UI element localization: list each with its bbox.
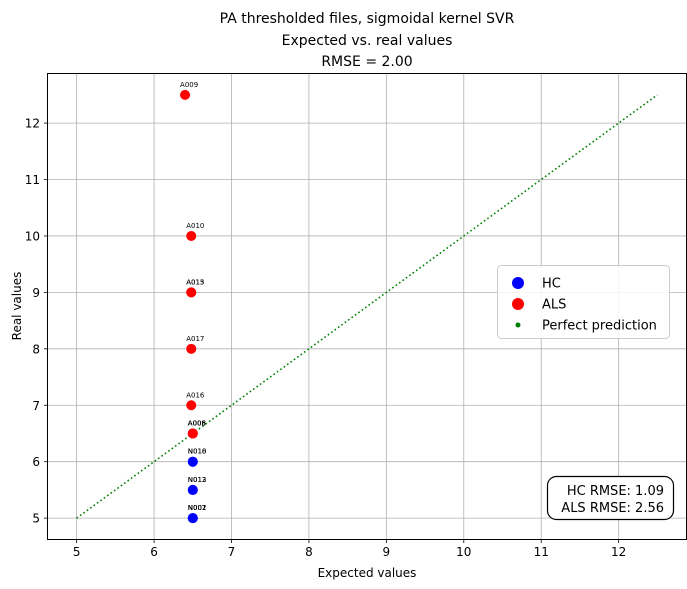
x-tick-label: 10: [456, 545, 471, 559]
points-layer: [180, 89, 198, 524]
als-rmse-text: ALS RMSE: 2.56: [561, 501, 664, 516]
y-tick-label: 11: [25, 173, 40, 187]
legend-marker-hc: [512, 277, 524, 289]
legend-label-als: ALS: [542, 298, 566, 313]
data-point-hc: [187, 513, 198, 524]
point-label: N012: [188, 476, 207, 484]
point-label: A006: [188, 419, 207, 427]
data-point-als: [186, 230, 197, 241]
x-tick-label: 6: [150, 545, 158, 559]
point-label: N013: [188, 476, 207, 484]
rmse-annotation-box: [546, 475, 675, 521]
y-axis-label: Real values: [10, 272, 24, 341]
chart-title-line-1: PA thresholded files, sigmoidal kernel S…: [220, 11, 515, 27]
chart-title-line-3: RMSE = 2.00: [321, 54, 412, 70]
point-label: A010: [186, 222, 204, 230]
rmse-annotation: HC RMSE: 1.09 ALS RMSE: 2.56: [546, 475, 675, 521]
y-tick-label: 10: [25, 229, 40, 243]
point-label: N002: [188, 504, 207, 512]
point-label: A013: [186, 278, 204, 286]
data-point-als: [180, 89, 191, 100]
chart-title-line-2: Expected vs. real values: [282, 33, 453, 49]
x-tick-label: 9: [383, 545, 391, 559]
x-tick-label: 5: [73, 545, 81, 559]
data-point-hc: [187, 456, 198, 467]
data-point-als: [186, 343, 197, 354]
y-tick-label: 8: [32, 342, 40, 356]
y-tick-label: 5: [32, 512, 40, 526]
legend-frame: [497, 265, 670, 339]
y-tick-label: 12: [25, 117, 40, 131]
legend-label-hc: HC: [542, 277, 561, 292]
x-axis-label: Expected values: [318, 566, 417, 580]
point-label: A009: [180, 81, 198, 89]
point-label: A008: [188, 419, 206, 427]
point-label: N001: [188, 504, 207, 512]
legend-label-perfect-prediction: Perfect prediction: [542, 319, 657, 334]
legend: HC ALS Perfect prediction: [497, 265, 670, 339]
legend-marker-perfect-prediction: [515, 322, 521, 328]
point-label: A015: [186, 278, 204, 286]
data-point-als: [186, 287, 197, 298]
x-tick-label: 8: [305, 545, 313, 559]
data-point-als: [186, 400, 197, 411]
point-label: N010: [188, 448, 207, 456]
y-tick-label: 7: [32, 399, 40, 413]
point-label: A017: [186, 335, 204, 343]
x-tick-label: 7: [228, 545, 236, 559]
hc-rmse-text: HC RMSE: 1.09: [567, 484, 664, 499]
point-label: N018: [188, 448, 207, 456]
point-label: A016: [186, 391, 205, 399]
point-label: A005: [188, 419, 206, 427]
legend-marker-als: [512, 298, 524, 310]
point-label: N007: [188, 504, 207, 512]
ticks-layer: 5 6 7 8 9 10 11 12 5 6 7 8 9 10 11 12: [25, 117, 627, 559]
data-point-hc: [187, 484, 198, 495]
x-tick-label: 12: [611, 545, 626, 559]
x-tick-label: 11: [534, 545, 549, 559]
y-tick-label: 9: [32, 286, 40, 300]
data-point-als: [187, 428, 198, 439]
y-tick-label: 6: [32, 455, 40, 469]
